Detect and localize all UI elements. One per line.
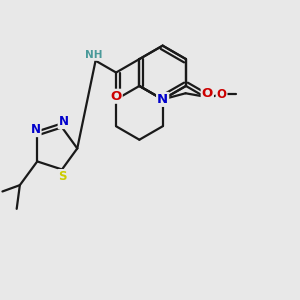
- Text: O: O: [217, 88, 226, 101]
- Text: N: N: [58, 115, 69, 128]
- Text: N: N: [31, 123, 41, 136]
- Text: N: N: [157, 93, 168, 106]
- Text: O: O: [110, 90, 122, 103]
- Text: NH: NH: [85, 50, 103, 60]
- Text: S: S: [58, 170, 67, 183]
- Text: O: O: [202, 87, 213, 100]
